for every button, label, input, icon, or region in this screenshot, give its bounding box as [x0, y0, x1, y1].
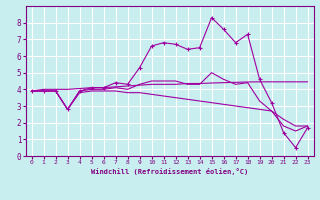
- X-axis label: Windchill (Refroidissement éolien,°C): Windchill (Refroidissement éolien,°C): [91, 168, 248, 175]
